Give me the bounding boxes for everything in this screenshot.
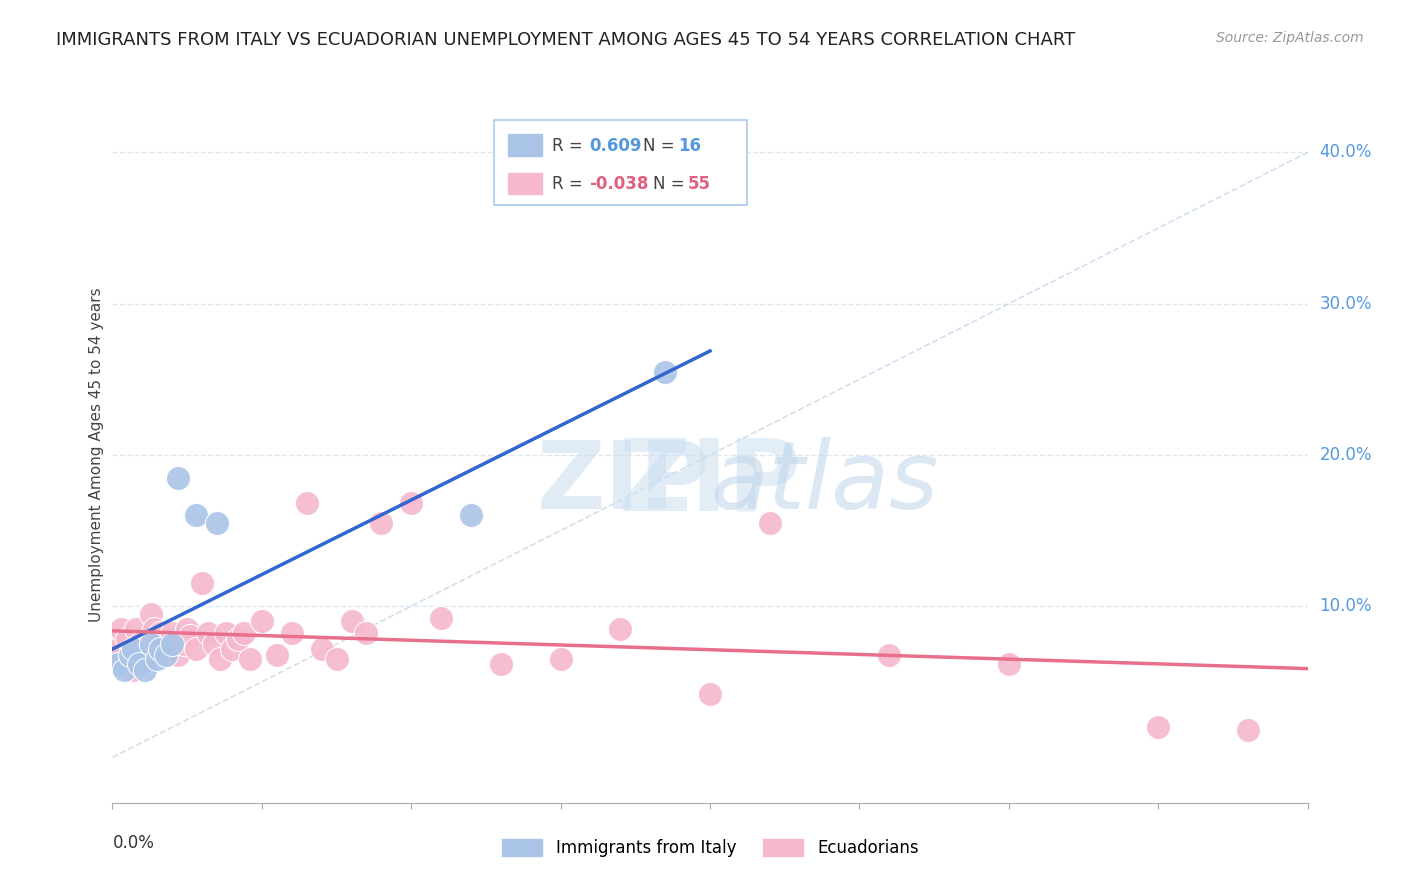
Text: 16: 16 [678,136,702,155]
Point [226,632,249,647]
Point [120,648,142,662]
Point [609,622,631,636]
Point [266,648,288,662]
Point [146,637,169,651]
Text: Source: ZipAtlas.com: Source: ZipAtlas.com [1216,31,1364,45]
Text: -0.038: -0.038 [589,175,648,194]
Point [186,641,208,656]
Text: 0.0%: 0.0% [112,834,155,852]
Point [134,648,156,662]
Point [117,632,139,647]
Point [998,657,1021,671]
Text: 10.0%: 10.0% [1319,597,1372,615]
Point [114,663,135,677]
Y-axis label: Unemployment Among Ages 45 to 54 years: Unemployment Among Ages 45 to 54 years [89,287,104,623]
Point [131,641,153,656]
Point [208,652,231,666]
Point [215,626,238,640]
Point [110,622,132,636]
Point [430,611,453,625]
Point [370,516,392,530]
Text: 40.0%: 40.0% [1319,144,1372,161]
Point [143,622,166,636]
Point [221,641,243,656]
Point [167,648,190,662]
Point [125,622,148,636]
Point [202,637,225,651]
Point [232,626,256,640]
Point [138,652,160,666]
Point [295,496,318,510]
Point [179,629,201,643]
Point [128,637,150,651]
Text: atlas: atlas [710,437,938,528]
Point [1147,720,1170,734]
Point [197,626,219,640]
Text: ZIPatlas: ZIPatlas [482,434,938,532]
Point [146,652,169,666]
Point [654,365,676,379]
Point [325,652,347,666]
Text: 20.0%: 20.0% [1319,446,1372,464]
Point [128,657,150,671]
Point [149,641,172,656]
Point [877,648,901,662]
Text: ZIP: ZIP [537,437,710,529]
Point [205,516,228,530]
Text: 0.609: 0.609 [589,136,643,155]
Point [157,632,180,647]
Point [460,508,482,523]
Point [107,657,129,671]
Point [155,648,177,662]
Point [152,641,174,656]
Point [250,615,273,629]
Point [165,637,187,651]
Point [1237,723,1260,738]
Text: R =: R = [551,175,588,194]
Text: IMMIGRANTS FROM ITALY VS ECUADORIAN UNEMPLOYMENT AMONG AGES 45 TO 54 YEARS CORRE: IMMIGRANTS FROM ITALY VS ECUADORIAN UNEM… [56,31,1076,49]
Point [186,508,208,523]
Point [191,576,214,591]
Point [134,663,156,677]
Point [311,641,333,656]
Point [340,615,363,629]
Text: 30.0%: 30.0% [1319,294,1372,313]
Point [550,652,572,666]
Point [173,637,195,651]
Point [104,648,127,662]
Text: R =: R = [551,136,588,155]
Point [141,637,163,651]
Point [155,648,177,662]
Legend: Immigrants from Italy, Ecuadorians: Immigrants from Italy, Ecuadorians [495,831,925,864]
Point [114,657,135,671]
Point [759,516,782,530]
Point [356,626,378,640]
Point [107,641,129,656]
Point [281,626,304,640]
Point [176,622,198,636]
Point [120,648,142,662]
Text: 55: 55 [688,175,711,194]
Point [122,641,145,656]
Point [122,663,145,677]
Text: N =: N = [652,175,689,194]
Point [239,652,262,666]
Point [167,470,190,484]
Point [401,496,423,510]
Point [162,637,183,651]
Point [141,607,163,621]
Point [162,626,183,640]
Point [149,626,172,640]
Text: N =: N = [643,136,679,155]
Text: ZIP: ZIP [619,434,801,532]
Point [699,687,721,701]
Point [489,657,512,671]
